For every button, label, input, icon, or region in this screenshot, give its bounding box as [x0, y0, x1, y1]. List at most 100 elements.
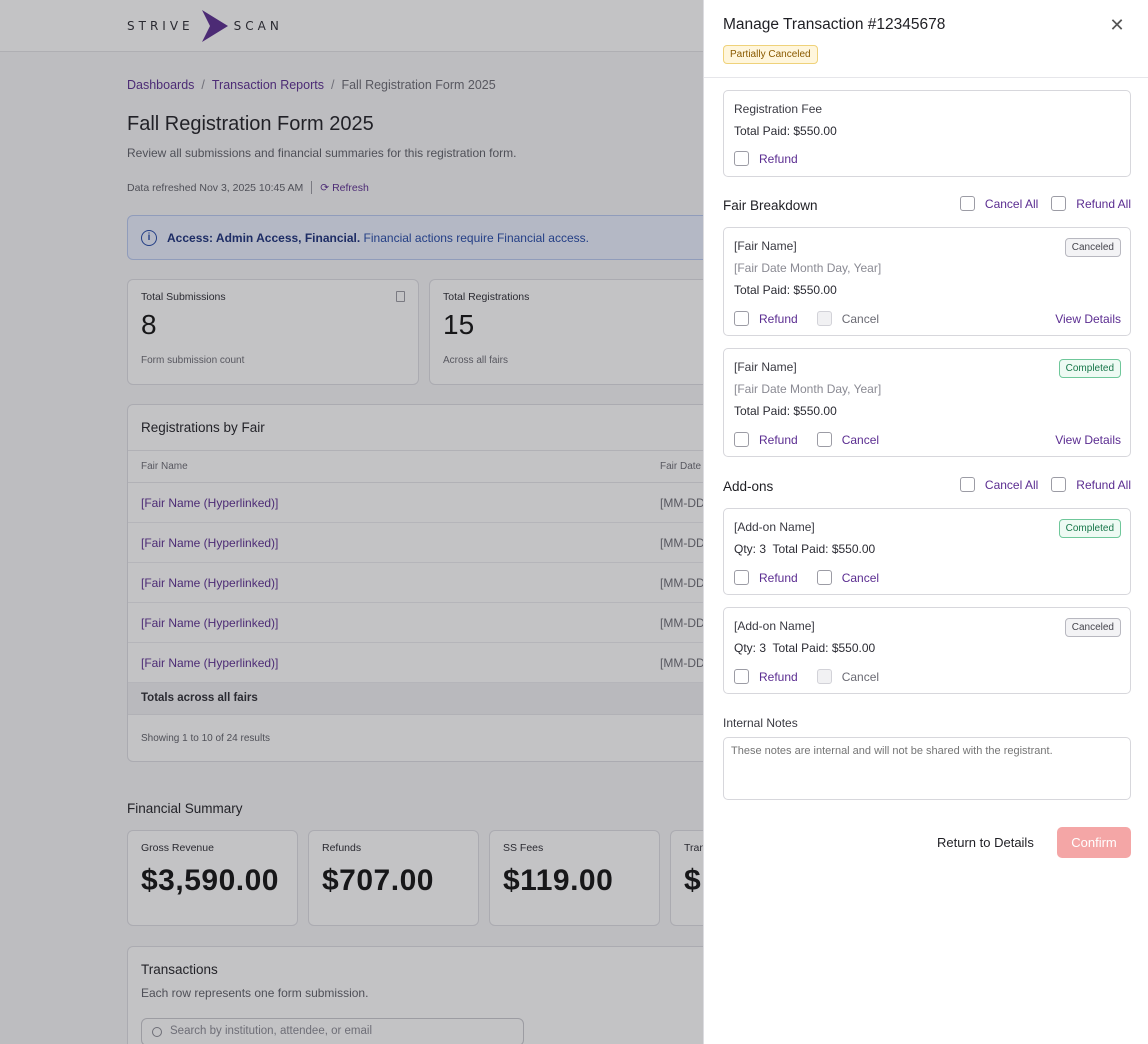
addon-card: [Add-on Name] Canceled Qty: 3 Total Paid… — [723, 607, 1131, 694]
cancel-all-label[interactable]: Cancel All — [984, 196, 1039, 211]
refresh-button[interactable]: ⟳ Refresh — [320, 182, 369, 194]
fair-name-link[interactable]: [Fair Name (Hyperlinked)] — [141, 656, 279, 670]
financial-label: Gross Revenue — [141, 842, 214, 854]
refresh-label: Refresh — [332, 181, 369, 194]
cancel-checkbox[interactable] — [816, 570, 832, 585]
refund-label[interactable]: Refund — [759, 151, 798, 166]
stat-card-registrations: Total Registrations 15 Across all fairs — [429, 279, 721, 385]
financial-value: $119.00 — [503, 864, 614, 897]
fair-actions: Refund Cancel — [734, 432, 879, 447]
return-to-details-button[interactable]: Return to Details — [932, 827, 1039, 858]
breadcrumb-transaction-reports[interactable]: Transaction Reports — [211, 78, 324, 92]
refresh-row: Data refreshed Nov 3, 2025 10:45 AM ⟳ Re… — [127, 181, 369, 194]
divider — [311, 181, 313, 194]
financial-value: $707.00 — [322, 864, 434, 897]
drawer-header: Manage Transaction #12345678 Partially C… — [704, 0, 1148, 78]
financial-value: $3,590.00 — [141, 864, 279, 897]
cancel-checkbox[interactable] — [816, 432, 832, 447]
registrations-title: Registrations by Fair — [128, 405, 746, 451]
refund-action: Refund — [734, 151, 798, 166]
fair-name: [Fair Name] — [734, 239, 797, 253]
logo: STRIVE SCAN — [127, 10, 283, 42]
refund-label[interactable]: Refund — [759, 669, 798, 684]
refund-label[interactable]: Refund — [759, 570, 798, 585]
internal-notes-label: Internal Notes — [723, 716, 798, 730]
fair-date: [Fair Date Month Day, Year] — [734, 382, 882, 396]
status-badge: Partially Canceled — [723, 45, 818, 64]
refund-checkbox[interactable] — [734, 311, 749, 326]
financial-card-transactions: Tran $ — [670, 830, 703, 926]
qty-total: Qty: 3 Total Paid: $550.00 — [734, 641, 876, 655]
breadcrumb-separator: / — [330, 78, 335, 92]
refund-checkbox[interactable] — [734, 570, 749, 585]
refund-checkbox[interactable] — [734, 151, 749, 166]
stat-label: Total Submissions — [141, 291, 226, 303]
breadcrumb-current: Fall Registration Form 2025 — [341, 78, 496, 92]
cancel-all-label[interactable]: Cancel All — [984, 477, 1039, 492]
financial-label: Refunds — [322, 842, 362, 854]
search-input[interactable]: Search by institution, attendee, or emai… — [141, 1018, 524, 1044]
table-header: Fair Name Fair Date — [128, 451, 746, 483]
refund-all-checkbox[interactable] — [1051, 477, 1067, 492]
transactions-title: Transactions — [141, 962, 218, 977]
confirm-button[interactable]: Confirm — [1057, 827, 1131, 858]
stat-card-submissions: Total Submissions 8 Form submission coun… — [127, 279, 419, 385]
column-header-fair-name: Fair Name — [141, 461, 188, 472]
cancel-all-checkbox[interactable] — [959, 196, 975, 211]
logo-chevron-icon — [201, 10, 228, 42]
fair-date: [MM-DD — [660, 616, 705, 630]
fair-card: [Fair Name] Canceled [Fair Date Month Da… — [723, 227, 1131, 336]
status-badge: Canceled — [1064, 618, 1121, 637]
fair-name-link[interactable]: [Fair Name (Hyperlinked)] — [141, 616, 279, 630]
view-details-link[interactable]: View Details — [1055, 433, 1121, 447]
cancel-label[interactable]: Cancel — [841, 570, 880, 585]
refund-all-checkbox[interactable] — [1051, 196, 1067, 211]
fair-name-link[interactable]: [Fair Name (Hyperlinked)] — [141, 496, 279, 510]
fair-breakdown-header: Fair Breakdown Cancel All Refund All — [723, 196, 1131, 216]
refund-label[interactable]: Refund — [759, 311, 798, 326]
stat-foot: Across all fairs — [443, 355, 509, 366]
logo-text-left: STRIVE — [127, 19, 194, 33]
breadcrumb: Dashboards / Transaction Reports / Fall … — [127, 78, 496, 92]
section-title: Fair Breakdown — [723, 198, 818, 213]
refreshed-timestamp: Data refreshed Nov 3, 2025 10:45 AM — [127, 181, 304, 194]
bulk-actions: Cancel All Refund All — [959, 477, 1131, 492]
stat-foot: Form submission count — [141, 355, 245, 366]
fair-name-link[interactable]: [Fair Name (Hyperlinked)] — [141, 536, 279, 550]
registration-fee-card: Registration Fee Total Paid: $550.00 Ref… — [723, 90, 1131, 177]
view-details-link[interactable]: View Details — [1055, 312, 1121, 326]
refund-checkbox[interactable] — [734, 669, 749, 684]
fair-name-link[interactable]: [Fair Name (Hyperlinked)] — [141, 576, 279, 590]
cancel-label: Cancel — [841, 311, 880, 326]
access-text: Access: Admin Access, Financial. Financi… — [167, 231, 589, 245]
search-icon — [152, 1027, 162, 1037]
stat-value: 8 — [141, 309, 157, 340]
internal-notes-field[interactable] — [723, 737, 1131, 800]
status-badge: Completed — [1058, 519, 1121, 538]
refund-checkbox[interactable] — [734, 432, 749, 447]
search-placeholder: Search by institution, attendee, or emai… — [170, 1025, 373, 1037]
refund-all-label[interactable]: Refund All — [1076, 196, 1131, 211]
fair-date: [Fair Date Month Day, Year] — [734, 261, 882, 275]
refund-label[interactable]: Refund — [759, 432, 798, 447]
access-note: Financial actions require Financial acce… — [363, 230, 589, 245]
addons-header: Add-ons Cancel All Refund All — [723, 477, 1131, 497]
status-badge: Completed — [1058, 359, 1121, 378]
refund-all-label[interactable]: Refund All — [1076, 477, 1131, 492]
cancel-label[interactable]: Cancel — [841, 432, 880, 447]
close-icon[interactable]: ✕ — [1109, 15, 1125, 35]
cancel-checkbox — [816, 311, 832, 326]
modal-backdrop[interactable] — [0, 0, 703, 1044]
pagination-summary: Showing 1 to 10 of 24 results — [141, 733, 270, 744]
fair-date: [MM-DD — [660, 536, 705, 550]
fair-date: [MM-DD — [660, 576, 705, 590]
cancel-all-checkbox[interactable] — [959, 477, 975, 492]
breadcrumb-dashboards[interactable]: Dashboards — [127, 78, 195, 92]
table-row: [Fair Name (Hyperlinked)] [MM-DD — [128, 483, 746, 523]
fair-date: [MM-DD — [660, 656, 705, 670]
registration-fee-name: Registration Fee — [734, 102, 823, 116]
page-title: Fall Registration Form 2025 — [127, 113, 374, 135]
financial-label: SS Fees — [503, 842, 544, 854]
refresh-icon: ⟳ — [320, 181, 330, 194]
fair-actions: Refund Cancel — [734, 311, 879, 326]
